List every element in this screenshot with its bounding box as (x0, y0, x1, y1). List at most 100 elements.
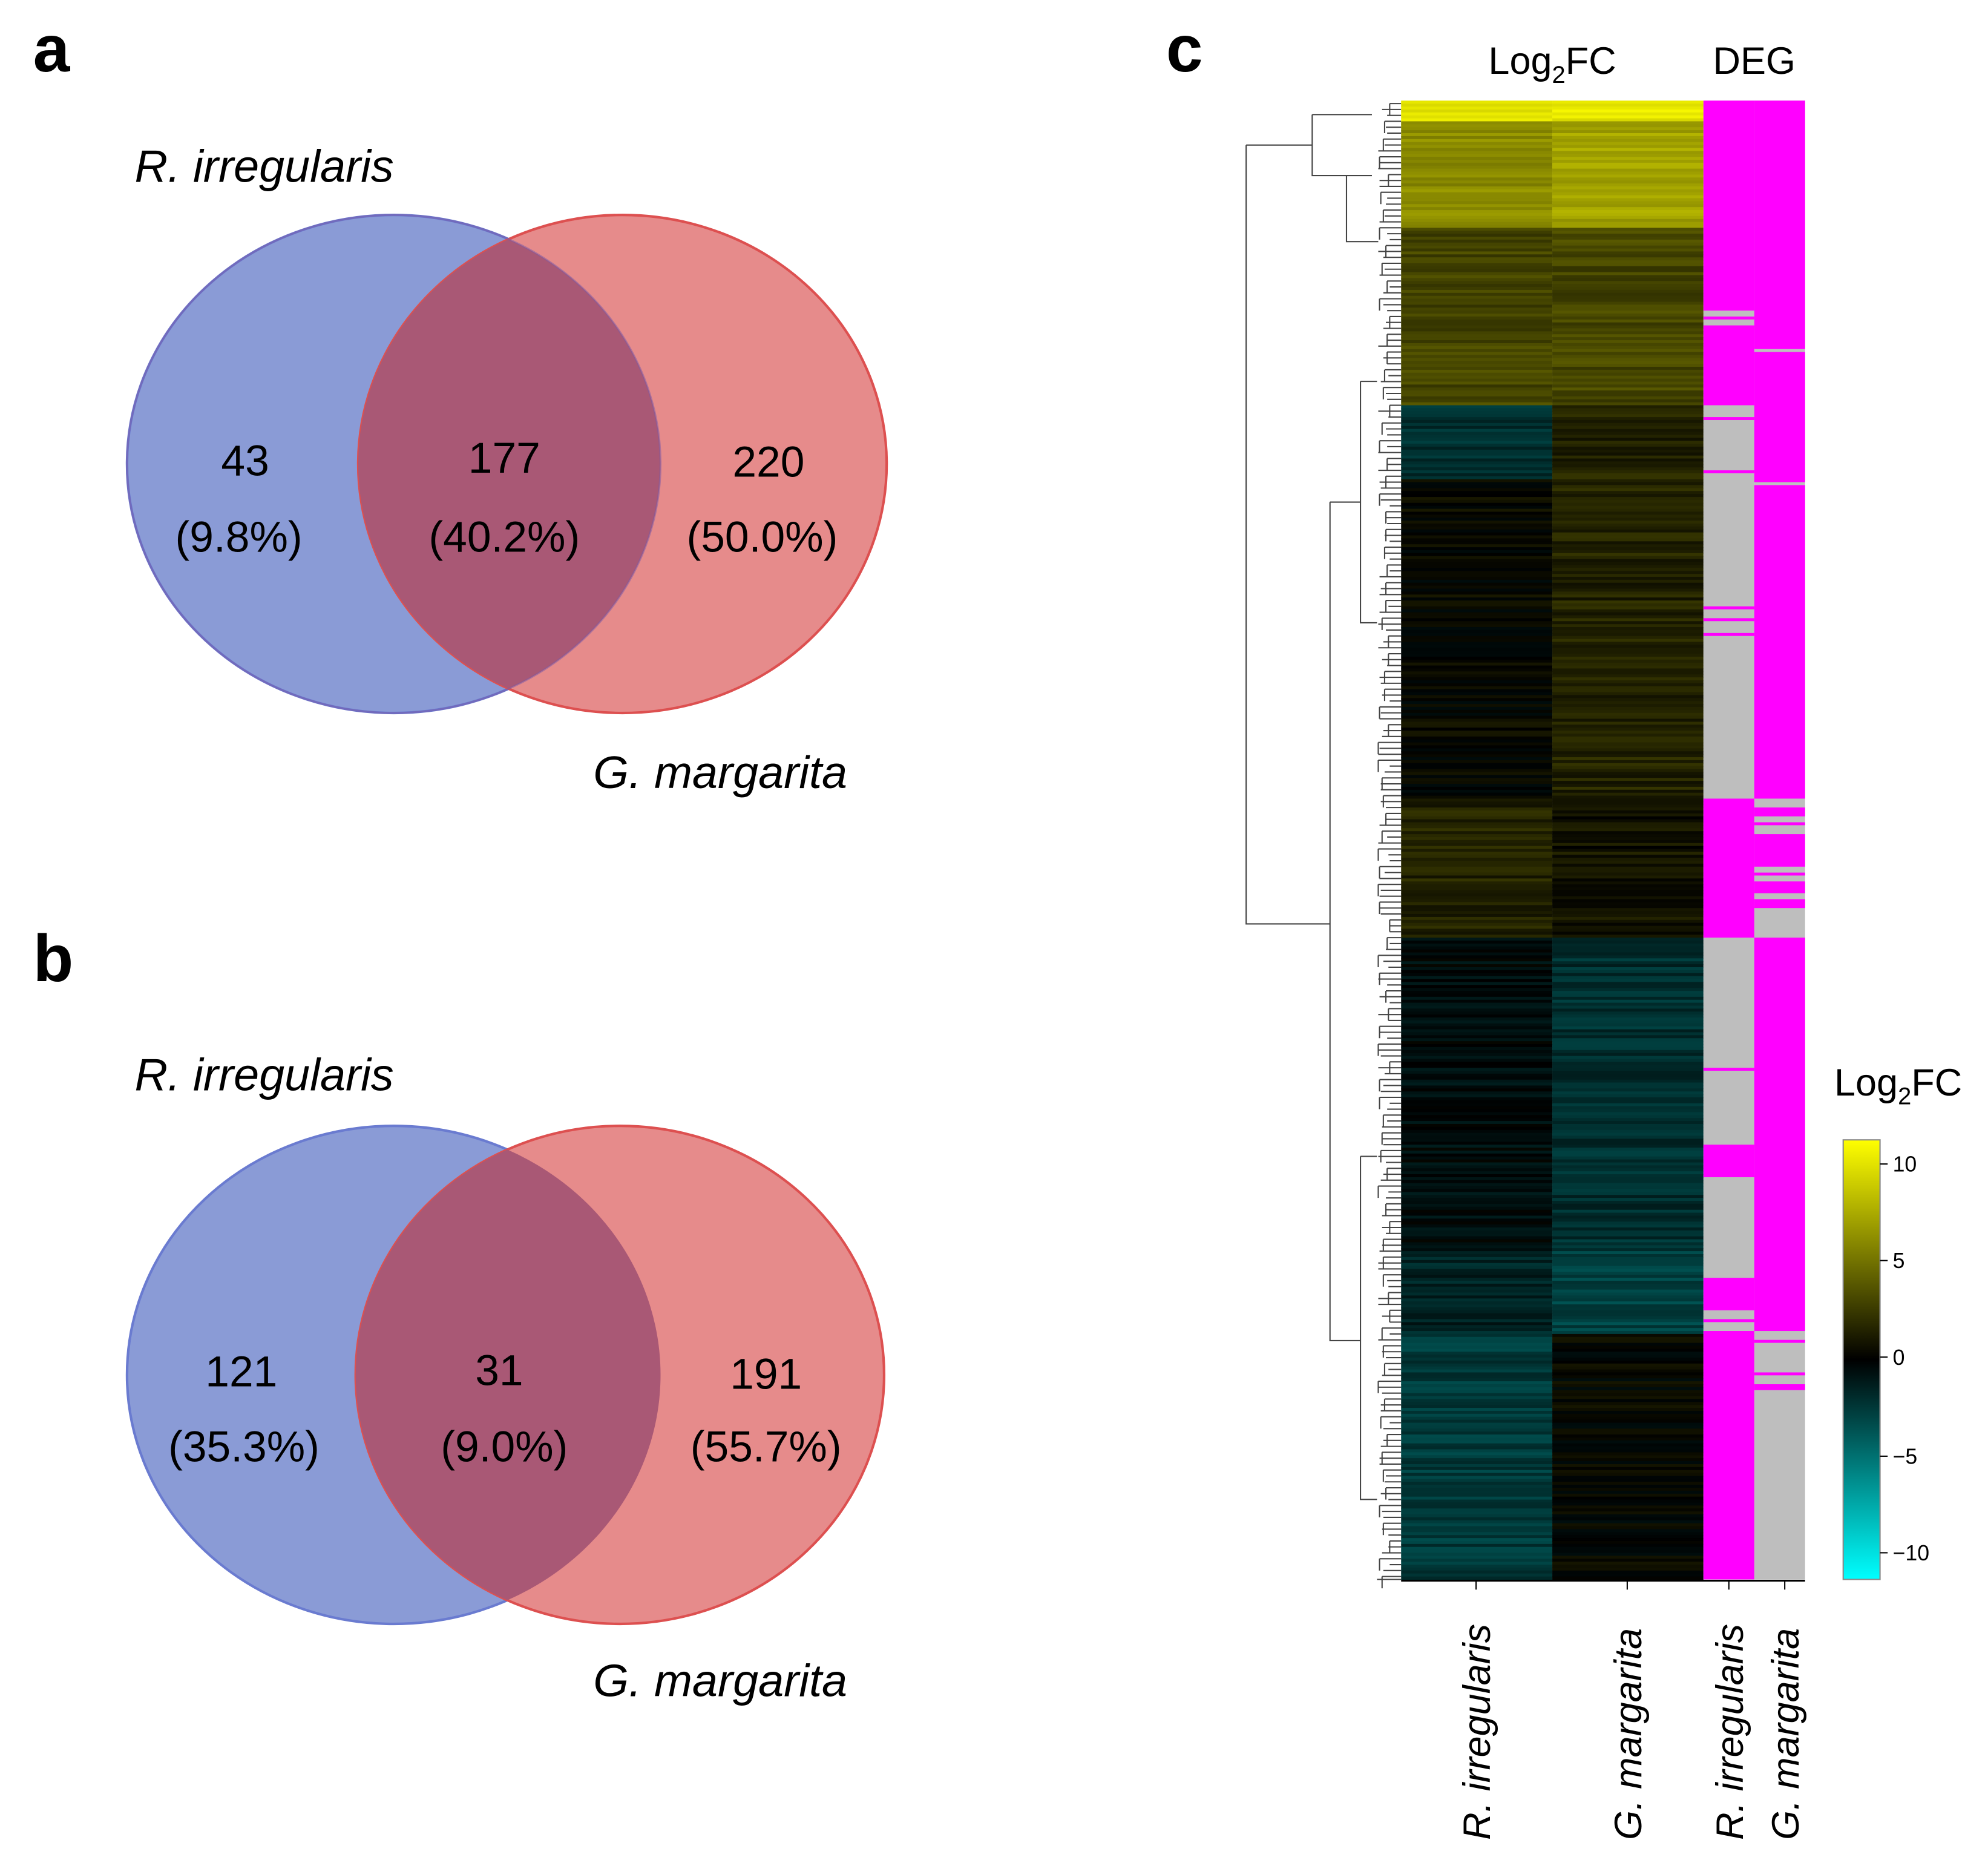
heatmap-cell-gm (1552, 1310, 1704, 1314)
heatmap-cell-ri (1401, 733, 1553, 737)
heatmap-cell-gm (1552, 1529, 1704, 1533)
heatmap-cell-gm (1552, 1372, 1704, 1376)
heatmap-cell-ri (1401, 919, 1553, 924)
heatmap-cell-ri (1401, 905, 1553, 909)
heatmap-cell-ri (1401, 1390, 1553, 1394)
heatmap-cell-ri (1401, 1041, 1553, 1045)
heatmap-cell-ri (1401, 225, 1553, 229)
heatmap-cell-ri (1401, 801, 1553, 806)
heatmap-cell-ri (1401, 204, 1553, 208)
heatmap-cell-ri (1401, 654, 1553, 657)
heatmap-cell-ri (1401, 861, 1553, 864)
heatmap-cell-ri (1401, 1565, 1553, 1568)
heatmap-cell-gm (1552, 938, 1704, 941)
heatmap-cell-gm (1552, 588, 1704, 593)
heatmap-cell-ri (1401, 408, 1553, 412)
heatmap-cell-gm (1552, 639, 1704, 643)
heatmap-cell-ri (1401, 1071, 1553, 1074)
heatmap-cell-gm (1552, 1236, 1704, 1240)
heatmap-cell-gm (1552, 1369, 1704, 1373)
heatmap-cell-gm (1552, 1059, 1704, 1063)
heatmap-cell-ri (1401, 627, 1553, 631)
heatmap-cell-ri (1401, 1526, 1553, 1530)
legend-ticks: 10 5 0 −5 −10 (1880, 1152, 1929, 1565)
venn-b-pct-shared: (9.0%) (441, 1422, 568, 1471)
heatmap-cell-gm (1552, 855, 1704, 859)
heatmap-cell-ri (1401, 1148, 1553, 1151)
heatmap-cell-ri (1401, 591, 1553, 596)
heatmap-cell-ri (1401, 1221, 1553, 1225)
heatmap-cell-gm (1552, 1180, 1704, 1184)
heatmap-cell-gm (1552, 1286, 1704, 1290)
heatmap-cell-gm (1552, 239, 1704, 243)
heatmap-cell-ri (1401, 911, 1553, 915)
heatmap-cell-ri (1401, 1328, 1553, 1332)
heatmap-cell-ri (1401, 1570, 1553, 1574)
heatmap-cell-gm (1552, 662, 1704, 666)
heatmap-cell-gm (1552, 145, 1704, 149)
heatmap-cell-gm (1552, 1520, 1704, 1524)
heatmap-cell-gm (1552, 449, 1704, 453)
heatmap-cell-ri (1401, 1209, 1553, 1214)
dendrogram-branch (1345, 176, 1379, 243)
heatmap-cell-ri (1401, 384, 1553, 389)
heatmap-cell-gm (1552, 1026, 1704, 1030)
heatmap-cell-ri (1401, 109, 1553, 113)
heatmap-cell-gm (1552, 724, 1704, 729)
heatmap-cell-ri (1401, 307, 1553, 312)
heatmap-cell-gm (1552, 574, 1704, 577)
heatmap-cell-gm (1552, 422, 1704, 427)
heatmap-cell-ri (1401, 674, 1553, 678)
heatmap-cell-gm (1552, 1298, 1704, 1303)
legend-colorbar (1842, 1139, 1881, 1580)
heatmap-cell-gm (1552, 314, 1704, 317)
heatmap-cell-gm (1552, 266, 1704, 270)
heatmap-cell-gm (1552, 1079, 1704, 1083)
heatmap-cell-ri (1401, 239, 1553, 243)
heatmap-cell-ri (1401, 292, 1553, 297)
heatmap-cell-gm (1552, 1304, 1704, 1308)
deg-cell-gm (1754, 881, 1805, 893)
heatmap-cell-gm (1552, 381, 1704, 386)
heatmap-cell-ri (1401, 1458, 1553, 1462)
heatmap-cell-gm (1552, 547, 1704, 551)
heatmap-cell-gm (1552, 1174, 1704, 1178)
heatmap-cell-gm (1552, 766, 1704, 770)
heatmap-cell-ri (1401, 789, 1553, 794)
heatmap-cell-gm (1552, 559, 1704, 563)
heatmap-cell-gm (1552, 881, 1704, 886)
heatmap-cell-ri (1401, 1032, 1553, 1036)
heatmap-cell-ri (1401, 1292, 1553, 1296)
heatmap-cell-gm (1552, 736, 1704, 740)
heatmap-cell-gm (1552, 1094, 1704, 1098)
heatmap-cell-ri (1401, 242, 1553, 246)
heatmap-cell-ri (1401, 760, 1553, 764)
heatmap-cell-ri (1401, 482, 1553, 486)
dendrogram-branch (1360, 1156, 1377, 1500)
venn-b-count-right: 191 (730, 1350, 802, 1399)
heatmap-cells (1401, 100, 1704, 1580)
heatmap-cell-ri (1401, 319, 1553, 323)
heatmap-cell-gm (1552, 1283, 1704, 1287)
heatmap-cell-ri (1401, 207, 1553, 211)
heatmap-cell-ri (1401, 1029, 1553, 1033)
heatmap-cell-ri (1401, 405, 1553, 409)
heatmap-cell-ri (1401, 352, 1553, 356)
heatmap-cell-ri (1401, 849, 1553, 853)
heatmap-cell-gm (1552, 964, 1704, 968)
heatmap-cell-gm (1552, 1189, 1704, 1193)
heatmap-cell-gm (1552, 728, 1704, 731)
heatmap-cell-ri (1401, 106, 1553, 110)
heatmap-cell-gm (1552, 1082, 1704, 1086)
heatmap-cell-ri (1401, 1165, 1553, 1169)
heatmap-cell-gm (1552, 1565, 1704, 1568)
heatmap-cell-gm (1552, 952, 1704, 956)
deg-cell-ri (1703, 606, 1754, 610)
heatmap-cell-ri (1401, 464, 1553, 468)
heatmap-cell-gm (1552, 642, 1704, 646)
heatmap-cell-ri (1401, 875, 1553, 879)
heatmap-cell-ri (1401, 1316, 1553, 1320)
heatmap-cell-gm (1552, 1526, 1704, 1530)
heatmap-cell-gm (1552, 757, 1704, 761)
heatmap-cell-ri (1401, 1408, 1553, 1411)
